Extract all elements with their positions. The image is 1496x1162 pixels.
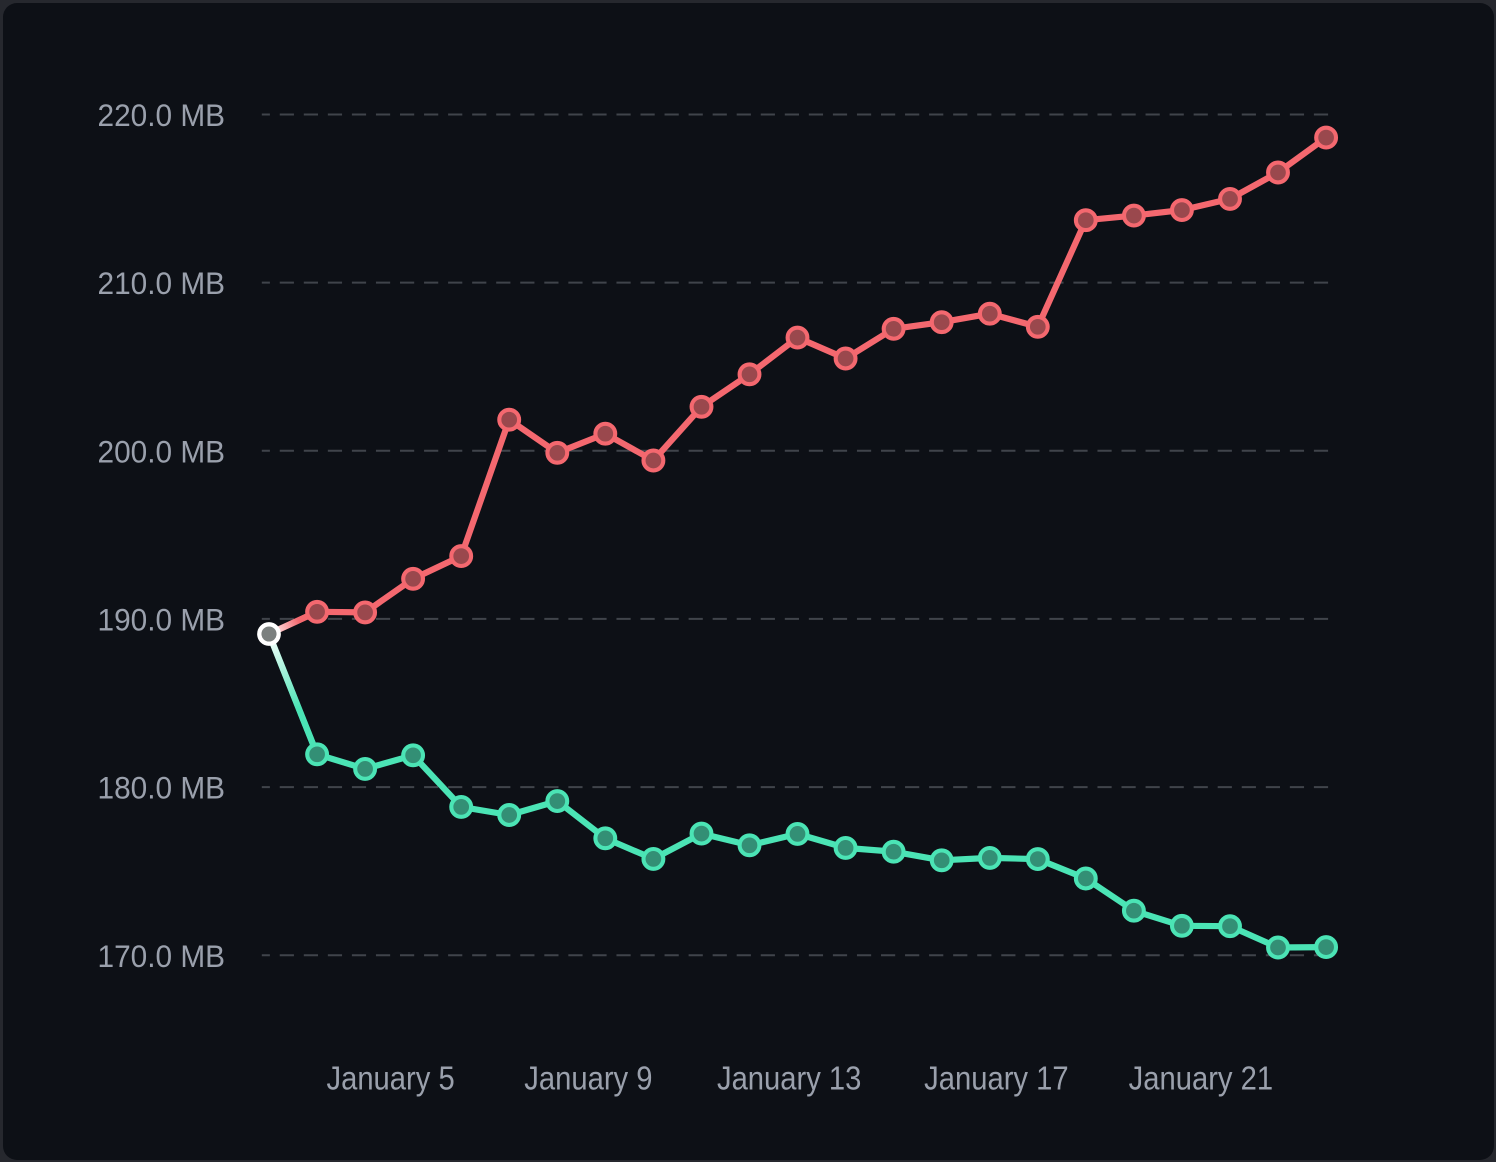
svg-text:190.0 MB: 190.0 MB bbox=[98, 602, 225, 638]
svg-text:January 9: January 9 bbox=[524, 1060, 652, 1097]
svg-text:January 13: January 13 bbox=[717, 1060, 861, 1097]
svg-text:January 17: January 17 bbox=[924, 1060, 1068, 1097]
svg-text:170.0 MB: 170.0 MB bbox=[98, 938, 225, 974]
svg-text:January 5: January 5 bbox=[327, 1060, 455, 1097]
svg-text:210.0 MB: 210.0 MB bbox=[98, 265, 225, 301]
svg-text:180.0 MB: 180.0 MB bbox=[98, 770, 225, 806]
svg-text:January 21: January 21 bbox=[1129, 1060, 1273, 1097]
svg-text:220.0 MB: 220.0 MB bbox=[98, 97, 225, 133]
svg-text:200.0 MB: 200.0 MB bbox=[98, 434, 225, 470]
